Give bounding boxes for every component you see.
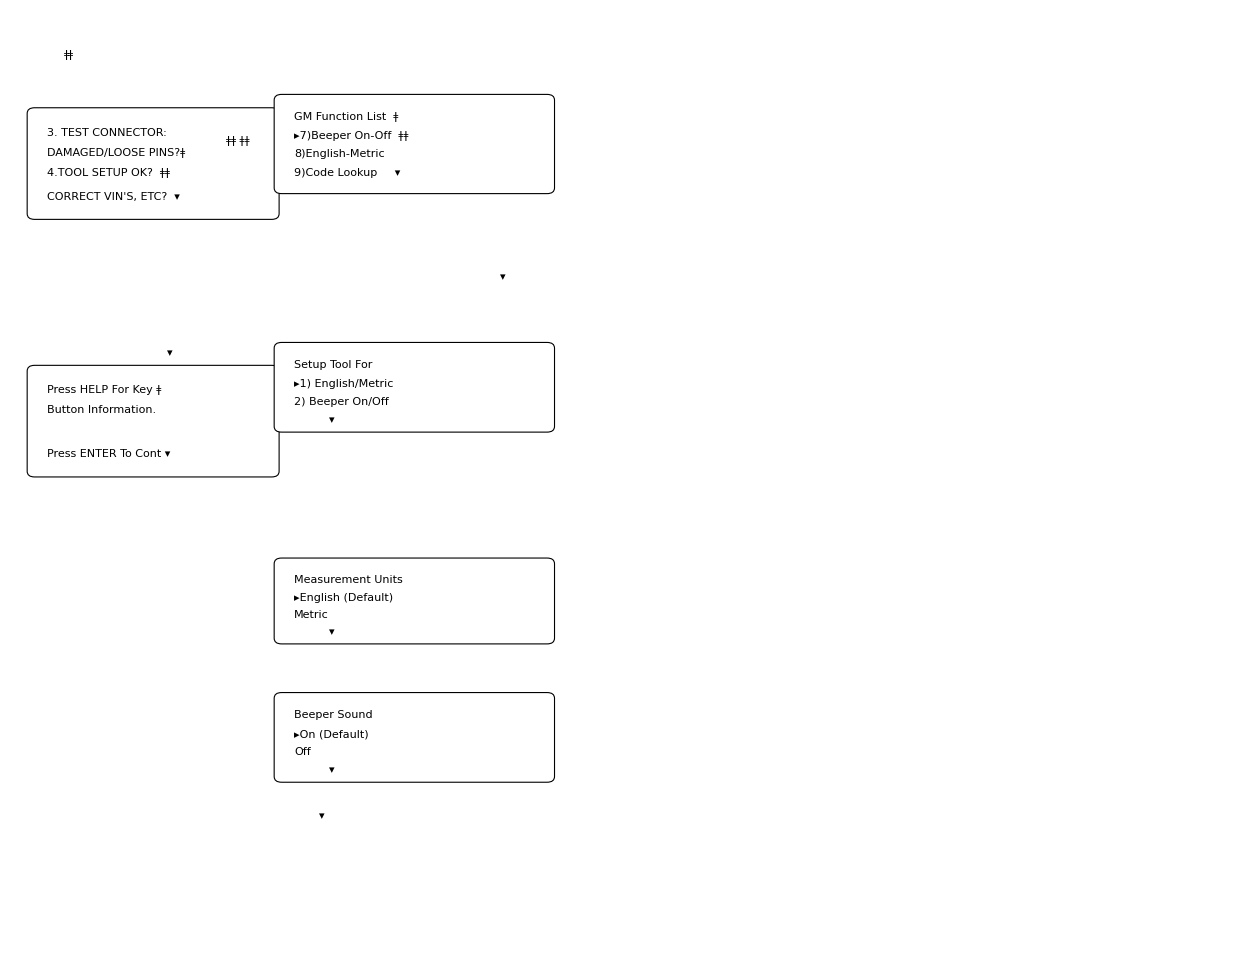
FancyBboxPatch shape [274, 693, 555, 782]
Text: ǂǂ ǂǂ: ǂǂ ǂǂ [226, 136, 249, 146]
FancyBboxPatch shape [274, 343, 555, 433]
Text: Button Information.: Button Information. [47, 405, 156, 415]
Text: 3. TEST CONNECTOR:: 3. TEST CONNECTOR: [47, 128, 167, 137]
Text: Press ENTER To Cont ▾: Press ENTER To Cont ▾ [47, 449, 170, 458]
FancyBboxPatch shape [27, 109, 279, 220]
Text: ▾: ▾ [500, 272, 506, 281]
Text: 2) Beeper On/Off: 2) Beeper On/Off [294, 397, 389, 407]
Text: ▾: ▾ [294, 626, 335, 636]
Text: ▸7)Beeper On-Off  ǂǂ: ▸7)Beeper On-Off ǂǂ [294, 132, 409, 141]
Text: ▸English (Default): ▸English (Default) [294, 593, 393, 602]
FancyBboxPatch shape [274, 558, 555, 644]
Text: Metric: Metric [294, 609, 329, 619]
FancyBboxPatch shape [27, 366, 279, 477]
Text: 8)English-Metric: 8)English-Metric [294, 149, 384, 158]
Text: 9)Code Lookup     ▾: 9)Code Lookup ▾ [294, 168, 400, 178]
Text: DAMAGED/LOOSE PINS?ǂ: DAMAGED/LOOSE PINS?ǂ [47, 148, 185, 157]
Text: ▸1) English/Metric: ▸1) English/Metric [294, 379, 393, 389]
Text: Measurement Units: Measurement Units [294, 574, 403, 584]
Text: 4.TOOL SETUP OK?  ǂǂ: 4.TOOL SETUP OK? ǂǂ [47, 168, 169, 177]
Text: Setup Tool For: Setup Tool For [294, 359, 372, 370]
Text: Off: Off [294, 746, 311, 756]
Text: ▾: ▾ [294, 415, 335, 424]
Text: Beeper Sound: Beeper Sound [294, 709, 373, 720]
FancyBboxPatch shape [274, 95, 555, 194]
Text: ▾: ▾ [294, 764, 335, 774]
Text: ▸On (Default): ▸On (Default) [294, 729, 368, 739]
Text: GM Function List  ǂ: GM Function List ǂ [294, 112, 398, 122]
Text: CORRECT VIN'S, ETC?  ▾: CORRECT VIN'S, ETC? ▾ [47, 192, 180, 201]
Text: Press HELP For Key ǂ: Press HELP For Key ǂ [47, 385, 162, 395]
Text: ▾: ▾ [319, 810, 325, 820]
Text: ▾: ▾ [167, 348, 173, 357]
Text: ǂǂ: ǂǂ [64, 51, 74, 60]
